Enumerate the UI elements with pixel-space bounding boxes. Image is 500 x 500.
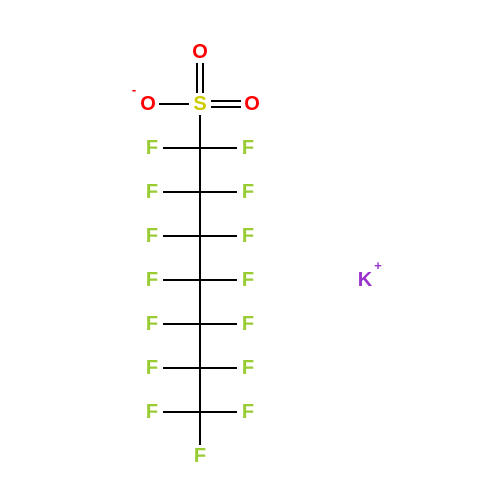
fluorine-atom-bottom: F bbox=[194, 445, 206, 467]
fluorine-atom: F bbox=[242, 401, 254, 423]
molecule-diagram: SOOO-FFFFFFFFFFFFFFFK+ bbox=[0, 0, 500, 500]
fluorine-atom: F bbox=[146, 401, 158, 423]
fluorine-atom: F bbox=[146, 181, 158, 203]
fluorine-atom: F bbox=[242, 137, 254, 159]
fluorine-atom: F bbox=[242, 269, 254, 291]
oxygen-atom-top: O bbox=[192, 41, 208, 63]
fluorine-atom: F bbox=[146, 357, 158, 379]
fluorine-atom: F bbox=[146, 137, 158, 159]
fluorine-atom: F bbox=[146, 269, 158, 291]
potassium-positive-charge: + bbox=[374, 258, 382, 273]
oxygen-negative-charge: - bbox=[132, 82, 136, 97]
fluorine-atom: F bbox=[242, 225, 254, 247]
oxygen-atom-left: O bbox=[140, 93, 156, 115]
fluorine-atom: F bbox=[146, 225, 158, 247]
fluorine-atom: F bbox=[242, 357, 254, 379]
sulfur-atom: S bbox=[193, 93, 206, 115]
fluorine-atom: F bbox=[242, 313, 254, 335]
fluorine-atom: F bbox=[242, 181, 254, 203]
potassium-cation: K bbox=[358, 269, 373, 291]
oxygen-atom-right: O bbox=[244, 93, 260, 115]
fluorine-atom: F bbox=[146, 313, 158, 335]
